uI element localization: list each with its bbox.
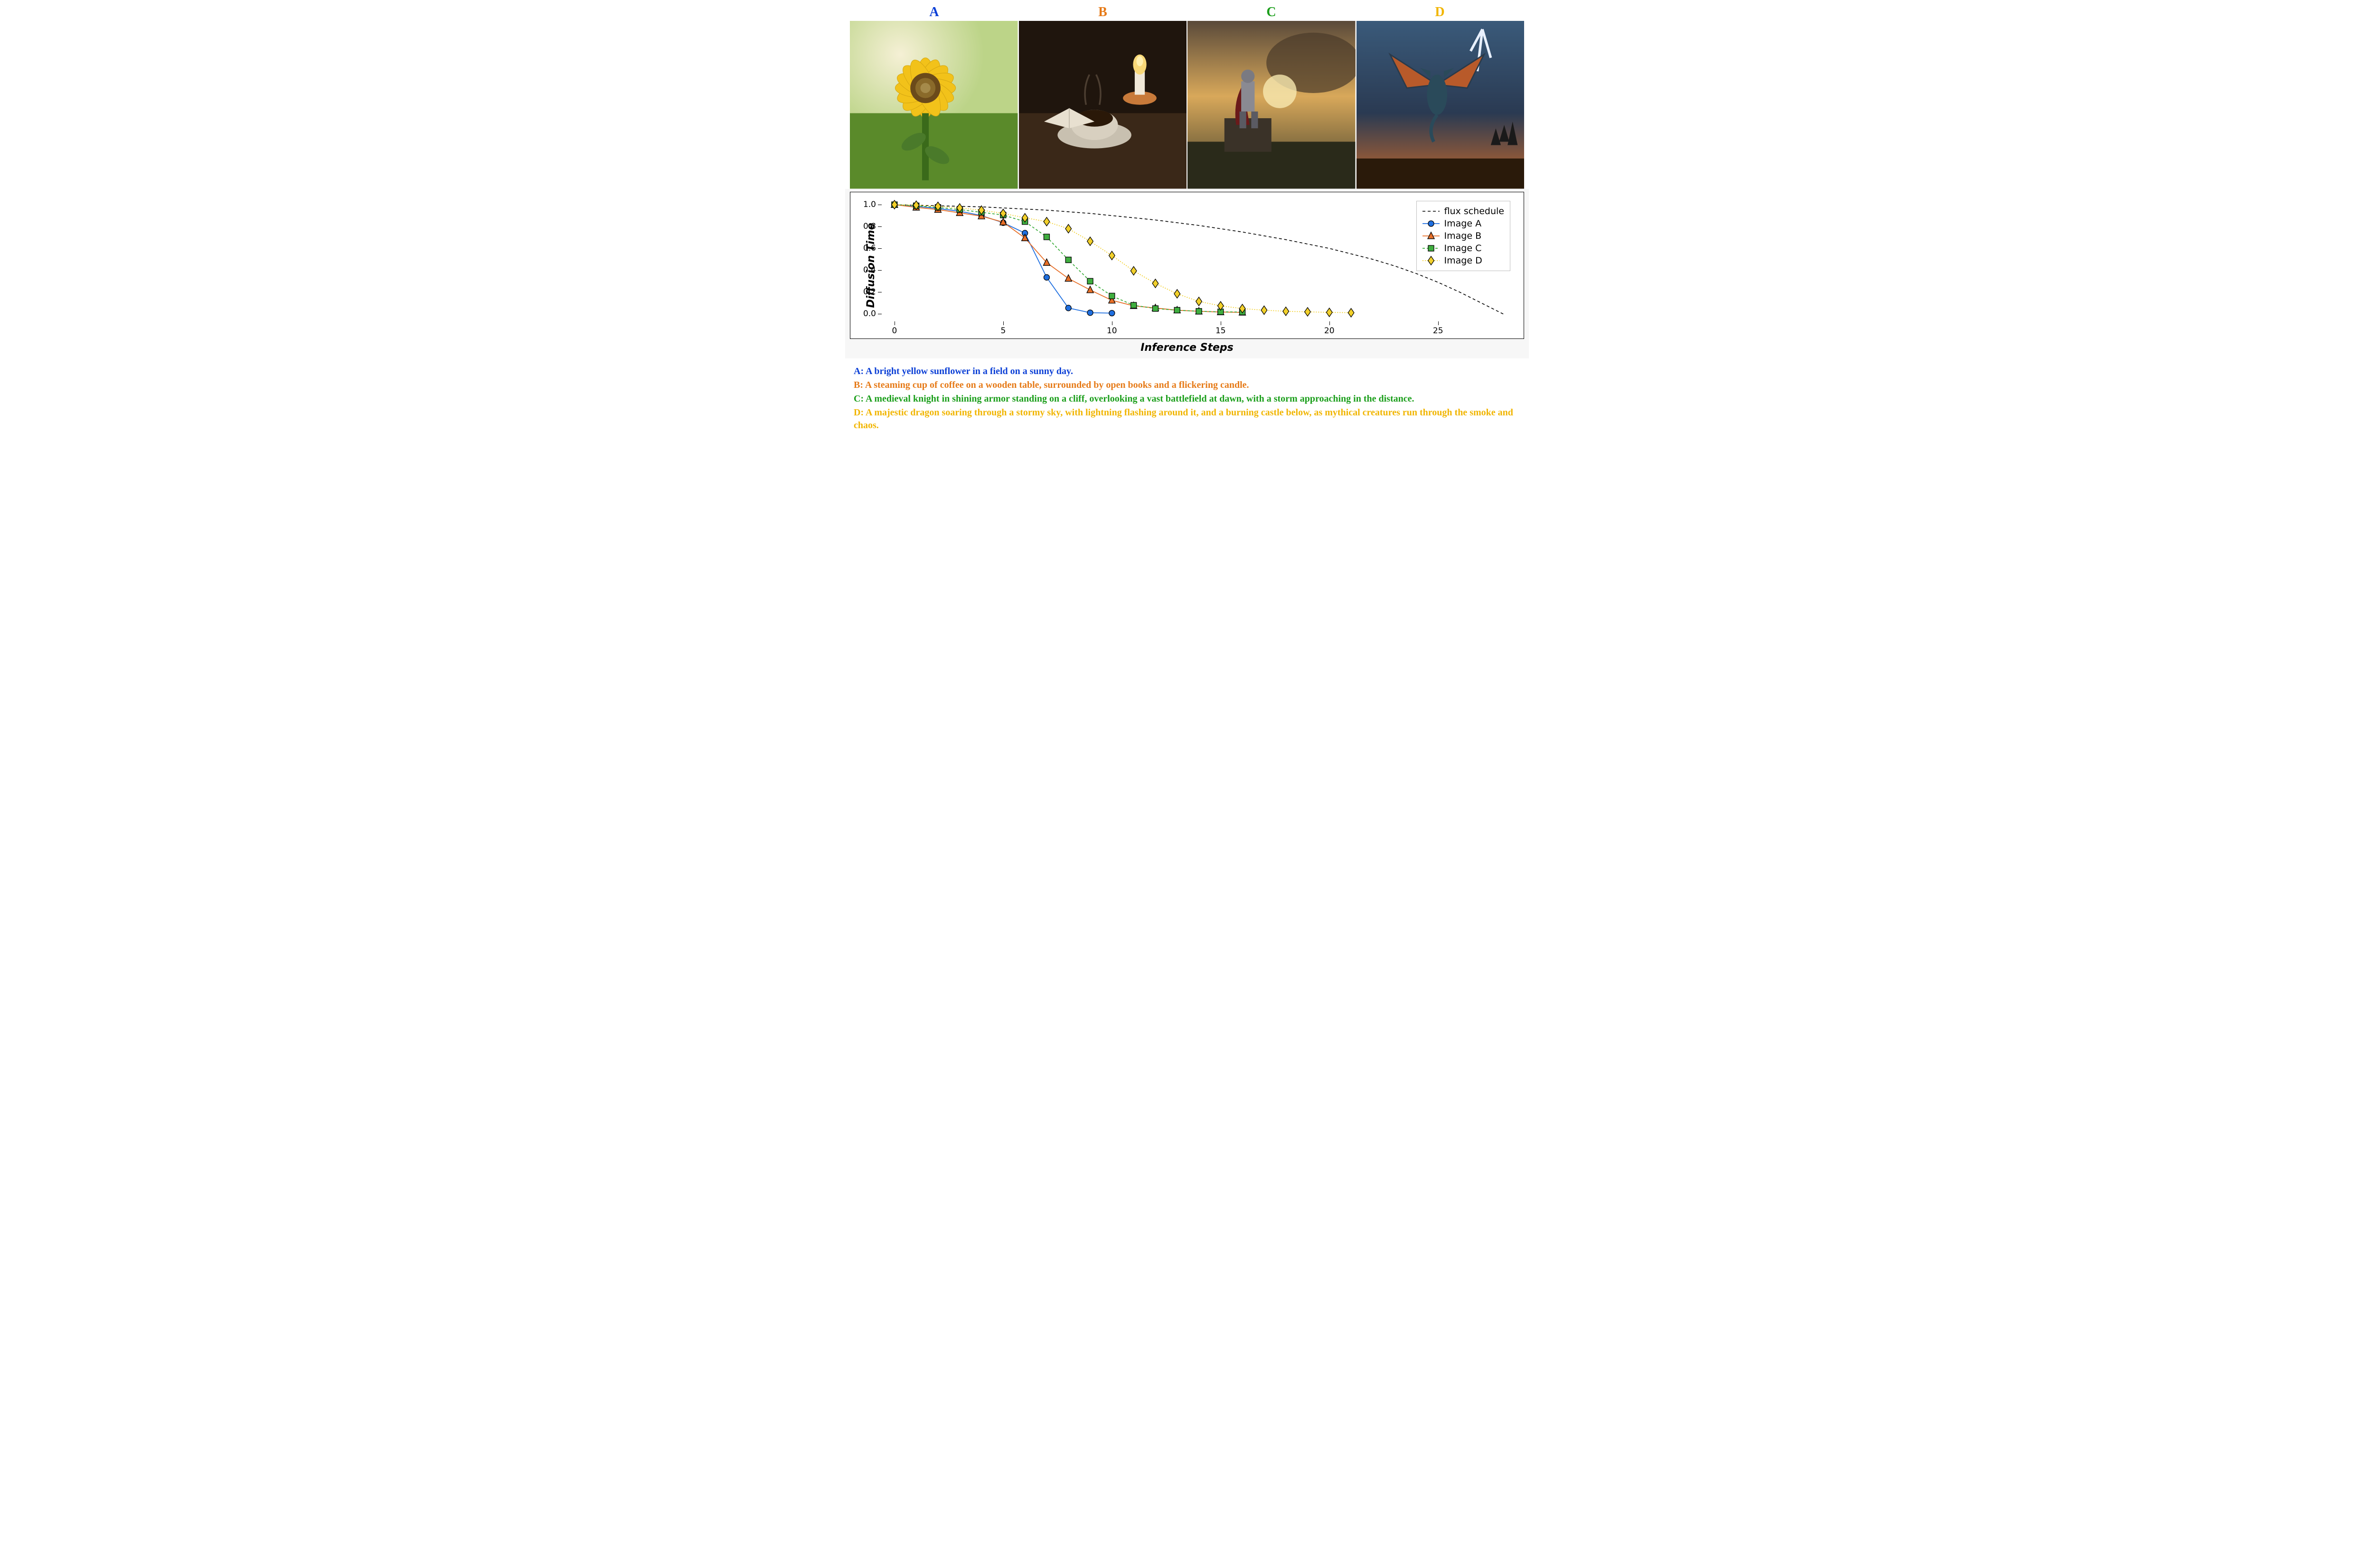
chart-container: Diffusion Time flux scheduleImage AImage… — [845, 189, 1529, 358]
legend-swatch-D — [1423, 256, 1440, 265]
legend-label-C: Image C — [1444, 243, 1482, 254]
legend-row-A: Image A — [1423, 217, 1504, 230]
image-row — [845, 21, 1529, 189]
header-label-a: A — [850, 5, 1018, 20]
knight-icon — [1187, 21, 1356, 189]
legend-row-D: Image D — [1423, 254, 1504, 267]
legend-row-flux: flux schedule — [1423, 205, 1504, 217]
legend-swatch-C — [1423, 244, 1440, 253]
caption-d: D: A majestic dragon soaring through a s… — [854, 406, 1520, 432]
legend-label-flux: flux schedule — [1444, 206, 1504, 216]
coffee-icon — [1019, 21, 1187, 189]
header-label-b: B — [1018, 5, 1187, 20]
image-b — [1019, 21, 1187, 189]
x-axis-label: Inference Steps — [850, 339, 1524, 358]
legend-swatch-A — [1423, 219, 1440, 228]
legend-label-D: Image D — [1444, 255, 1482, 266]
dragon-icon — [1357, 21, 1525, 189]
legend-label-B: Image B — [1444, 231, 1482, 241]
header-labels-row: A B C D — [845, 5, 1529, 21]
header-label-d: D — [1356, 5, 1524, 20]
legend-row-C: Image C — [1423, 242, 1504, 254]
image-a — [850, 21, 1018, 189]
caption-a: A: A bright yellow sunflower in a field … — [854, 365, 1520, 378]
plot-area: flux schedule Image A Image B Image CImage … — [884, 197, 1514, 319]
image-c — [1187, 21, 1356, 189]
legend-swatch-flux — [1423, 207, 1440, 216]
caption-b: B: A steaming cup of coffee on a wooden … — [854, 379, 1520, 392]
header-label-c: C — [1187, 5, 1356, 20]
legend-swatch-B — [1423, 232, 1440, 240]
sunflower-icon — [850, 21, 1018, 189]
image-d — [1357, 21, 1525, 189]
legend-row-B: Image B — [1423, 230, 1504, 242]
chart-legend: flux schedule Image A Image B Image CImage … — [1416, 201, 1510, 271]
legend-label-A: Image A — [1444, 218, 1482, 229]
chart-plot-box: Diffusion Time flux scheduleImage AImage… — [850, 192, 1524, 339]
captions-block: A: A bright yellow sunflower in a field … — [845, 358, 1529, 432]
caption-c: C: A medieval knight in shining armor st… — [854, 393, 1520, 405]
